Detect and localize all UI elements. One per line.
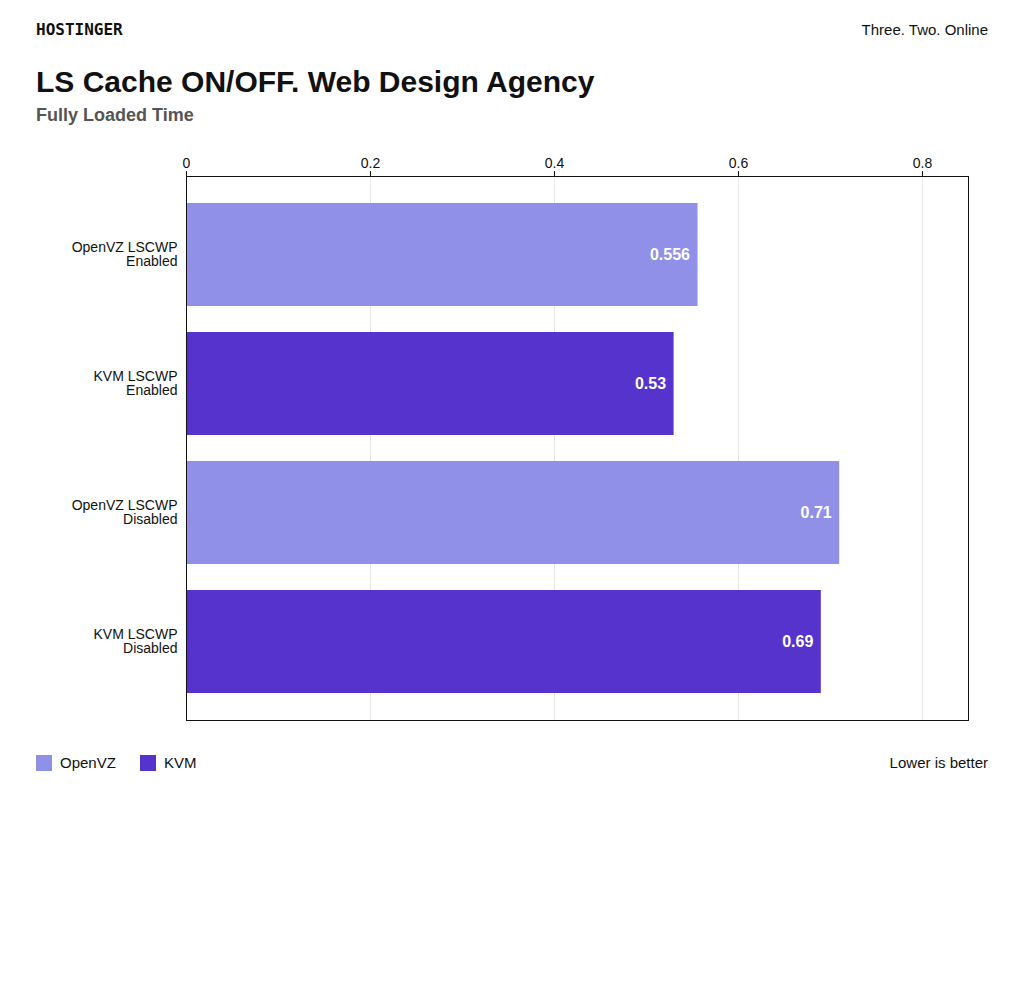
html-text:HOSTINGER: HOSTINGER (36, 20, 123, 39)
svg-text:0: 0 (183, 155, 191, 171)
html-text:Lower is better: Lower is better (889, 754, 988, 771)
html-text:LS Cache ON/OFF. Web Design Ag: LS Cache ON/OFF. Web Design Agency (36, 65, 595, 98)
svg-text:0.8: 0.8 (913, 155, 933, 171)
svg-text:0.556: 0.556 (650, 246, 690, 263)
svg-text:KVM LSCWPDisabled: KVM LSCWPDisabled (93, 626, 177, 656)
svg-text:OpenVZ LSCWPEnabled: OpenVZ LSCWPEnabled (72, 239, 178, 269)
svg-text:0.2: 0.2 (361, 155, 381, 171)
html-text:Fully Loaded Time: Fully Loaded Time (36, 105, 194, 125)
svg-text:OpenVZ LSCWPDisabled: OpenVZ LSCWPDisabled (72, 497, 178, 527)
html-text:Three. Two. Online: Three. Two. Online (861, 21, 988, 38)
html-text:KVM: KVM (163, 754, 197, 771)
svg-text:0.6: 0.6 (729, 155, 749, 171)
svg-text:0.71: 0.71 (801, 504, 832, 521)
svg-text:0.53: 0.53 (635, 375, 666, 392)
svg-text:KVM LSCWPEnabled: KVM LSCWPEnabled (93, 368, 177, 398)
html-text:OpenVZ: OpenVZ (60, 754, 116, 771)
svg-text:0.4: 0.4 (545, 155, 565, 171)
svg-text:0.69: 0.69 (782, 633, 813, 650)
